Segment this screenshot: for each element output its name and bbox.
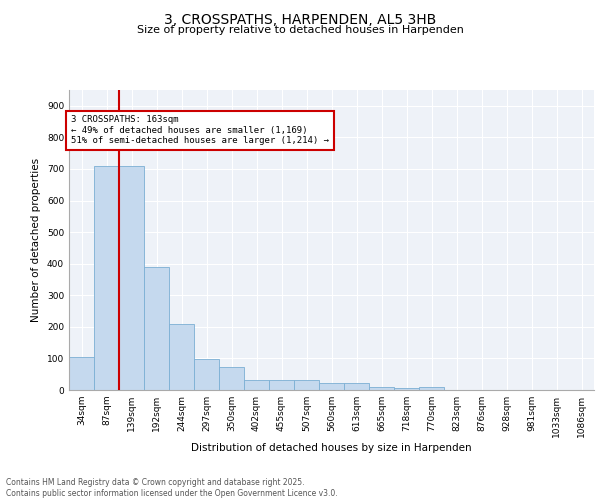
Bar bbox=[319, 383, 344, 390]
Bar bbox=[94, 166, 119, 390]
Bar bbox=[294, 380, 319, 390]
Bar bbox=[169, 324, 194, 390]
Bar bbox=[119, 166, 144, 390]
Bar bbox=[394, 388, 419, 390]
Text: 3 CROSSPATHS: 163sqm
← 49% of detached houses are smaller (1,169)
51% of semi-de: 3 CROSSPATHS: 163sqm ← 49% of detached h… bbox=[71, 116, 329, 145]
Bar bbox=[219, 368, 244, 390]
Bar bbox=[344, 383, 369, 390]
Bar bbox=[269, 380, 294, 390]
Text: Contains HM Land Registry data © Crown copyright and database right 2025.
Contai: Contains HM Land Registry data © Crown c… bbox=[6, 478, 338, 498]
Bar bbox=[419, 388, 444, 390]
Text: 3, CROSSPATHS, HARPENDEN, AL5 3HB: 3, CROSSPATHS, HARPENDEN, AL5 3HB bbox=[164, 12, 436, 26]
Text: Size of property relative to detached houses in Harpenden: Size of property relative to detached ho… bbox=[137, 25, 463, 35]
Bar bbox=[69, 358, 94, 390]
Bar bbox=[244, 380, 269, 390]
Bar bbox=[369, 388, 394, 390]
Bar bbox=[194, 359, 219, 390]
Y-axis label: Number of detached properties: Number of detached properties bbox=[31, 158, 41, 322]
X-axis label: Distribution of detached houses by size in Harpenden: Distribution of detached houses by size … bbox=[191, 442, 472, 452]
Bar bbox=[144, 267, 169, 390]
